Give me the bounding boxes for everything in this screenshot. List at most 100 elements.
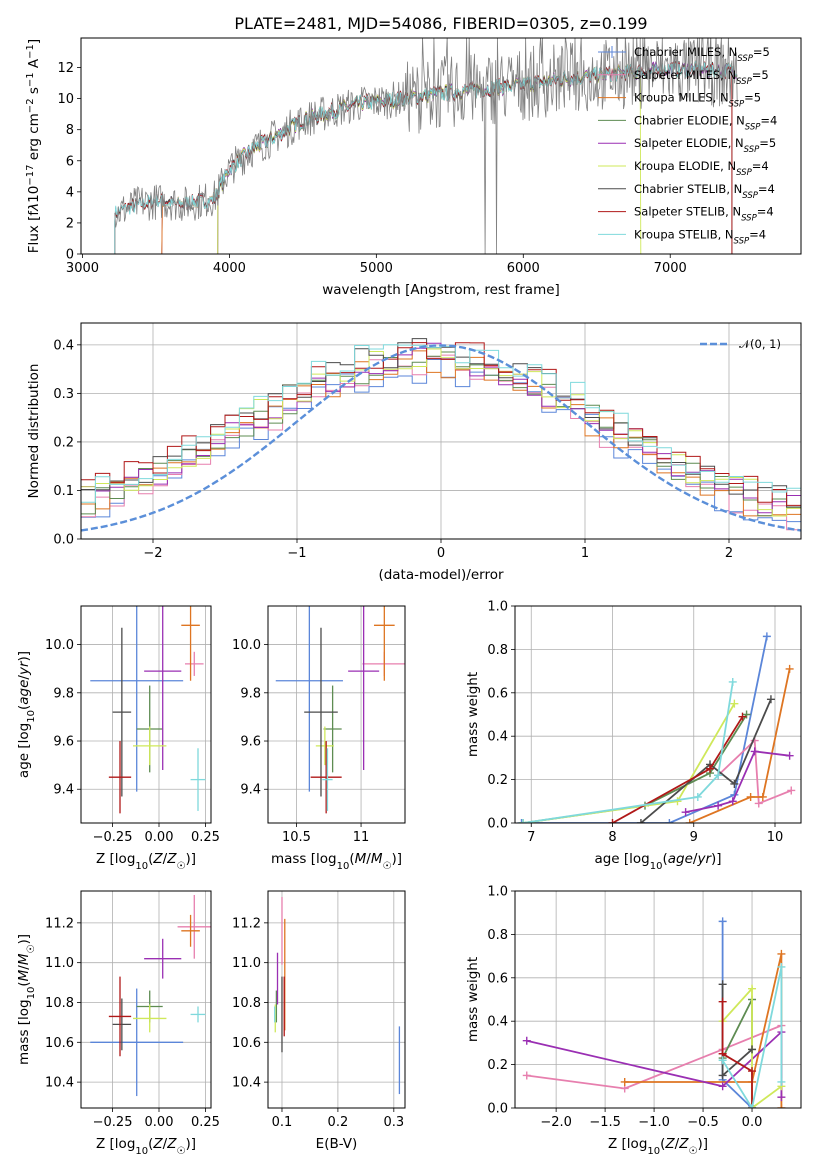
series-line	[522, 703, 736, 823]
axis-label-part: /	[16, 965, 32, 970]
x-tick-label: −0.25	[93, 1115, 133, 1130]
plot-area	[515, 891, 801, 1108]
spectrum-y-label: Flux [fλ10−17 erg cm−2 s−1 A−1]	[25, 39, 43, 253]
axis-label-part: /	[163, 851, 168, 867]
legend-entry-salpeter-miles: Salpeter MILES, NSSP=5	[634, 68, 769, 87]
y-tick-label: 10.6	[45, 1036, 74, 1051]
y-tick-label: 10	[57, 92, 74, 107]
x-tick-label: 0.25	[191, 1115, 220, 1130]
series-point	[750, 747, 759, 756]
errorbar-salpeter-miles	[185, 651, 204, 676]
axis-label-part: ☉	[383, 861, 392, 872]
errorbar-kroupa-stelib	[190, 1006, 206, 1023]
plot-area	[81, 606, 211, 823]
legend-text: Salpeter STELIB, N	[634, 205, 741, 219]
legend-suffix: =5	[752, 68, 769, 82]
series-line	[721, 966, 783, 1108]
series-point	[522, 1071, 531, 1080]
panels: 3000 4000 5000 6000 7000024681012wavelength …	[16, 37, 802, 1157]
legend-entry-chabrier-miles: Chabrier MILES, NSSP=5	[634, 45, 770, 64]
x-tick-label: 10	[767, 830, 784, 845]
series-point	[748, 1045, 757, 1054]
spectrum-x-label: wavelength [Angstrom, rest frame]	[322, 282, 560, 298]
axis-label-part: age	[16, 680, 32, 705]
legend-suffix: =4	[749, 227, 766, 241]
series-point	[620, 1077, 629, 1086]
weight-y-label: mass weight	[465, 957, 481, 1042]
series-point	[746, 792, 755, 801]
y-tick-label: 10.0	[45, 638, 74, 653]
errorbar-chabrier-stelib	[112, 998, 132, 1051]
series-point	[730, 699, 739, 708]
axis-label: mass [log10(M/M☉)]	[16, 934, 37, 1065]
y-tick-label: 0.4	[487, 1015, 508, 1030]
axis-label: Z [log10(Z/Z☉)]	[608, 1136, 708, 1157]
errorbar-kroupa-miles	[181, 606, 200, 681]
series-point	[714, 801, 723, 810]
series-point	[787, 786, 796, 795]
series-point	[517, 819, 526, 823]
series-point	[608, 819, 617, 823]
plot-area	[268, 606, 405, 823]
axis-label-part: /	[163, 1136, 168, 1152]
axis-label-part: A	[26, 58, 42, 72]
axis-label-part: (	[16, 981, 32, 986]
series-point	[748, 1067, 757, 1076]
x-tick-label: 0.0	[742, 1115, 763, 1130]
x-tick-label: 8	[608, 830, 616, 845]
axis-label-part: ]	[26, 39, 42, 44]
x-tick-label: 0.3	[383, 1115, 404, 1130]
series-line	[721, 921, 753, 1108]
axis-label-part: Z	[664, 1136, 675, 1152]
y-tick-label: 9.4	[240, 783, 261, 798]
x-tick-label: −1.0	[638, 1115, 670, 1130]
axis-label-part: mass [log	[16, 999, 32, 1065]
errorbar-kroupa-elodie	[315, 726, 334, 766]
axis-label-part: erg cm	[26, 113, 42, 164]
y-tick-label: 0.2	[487, 773, 508, 788]
axes-frame	[267, 605, 406, 824]
plot-area	[81, 891, 211, 1108]
axis-label-part: age [log	[594, 851, 649, 867]
axis-label-part: mass [log	[271, 851, 337, 867]
x-tick-label: −0.25	[93, 830, 133, 845]
y-tick-label: 0	[66, 248, 74, 263]
axis-label-part: Z	[152, 851, 163, 867]
panel-spectrum: 3000 4000 5000 6000 7000 0 2 4 6 8 10 12 wavelength …	[25, 37, 802, 298]
y-tick-label: 2	[66, 216, 74, 231]
errorbar-chabrier-stelib	[112, 627, 132, 797]
x-tick-label: 7000	[654, 261, 687, 276]
axes-frame	[80, 37, 802, 255]
normal-curve	[81, 344, 801, 532]
errorbar-kroupa-miles	[373, 606, 395, 681]
legend-sub: SSP	[742, 191, 758, 201]
series-point	[748, 984, 757, 993]
series-point	[777, 962, 786, 971]
plot-area	[81, 323, 801, 539]
axis-label-part: /	[16, 675, 32, 680]
axis-label-part: ☉	[26, 944, 37, 953]
axis-label: mass [log10(M/M☉)]	[271, 851, 402, 872]
axis-label-part: /	[675, 1136, 680, 1152]
residuals-y-label: Normed distribution	[26, 364, 42, 499]
legend-suffix: =4	[760, 113, 777, 127]
axis-label-part: (	[349, 851, 354, 867]
axis-label: age [log10(age/yr)]	[594, 851, 721, 872]
x-tick-label: 0.00	[145, 830, 174, 845]
axis-label-part: /	[693, 851, 698, 867]
y-tick-label: 9.6	[240, 735, 261, 750]
plot-area	[268, 891, 405, 1108]
axis-label-part: )]	[185, 1136, 196, 1152]
legend-suffix: =4	[758, 182, 775, 196]
series-point	[785, 751, 794, 760]
series-line	[640, 698, 772, 823]
y-tick-label: 1.0	[487, 885, 508, 900]
x-tick-label: 7	[527, 830, 535, 845]
legend-entry-kroupa-stelib: Kroupa STELIB, NSSP=4	[634, 227, 766, 246]
series-point	[742, 710, 751, 719]
y-tick-label: 10.0	[232, 638, 261, 653]
y-tick-label: 10.6	[232, 1036, 261, 1051]
series-line	[689, 668, 791, 823]
